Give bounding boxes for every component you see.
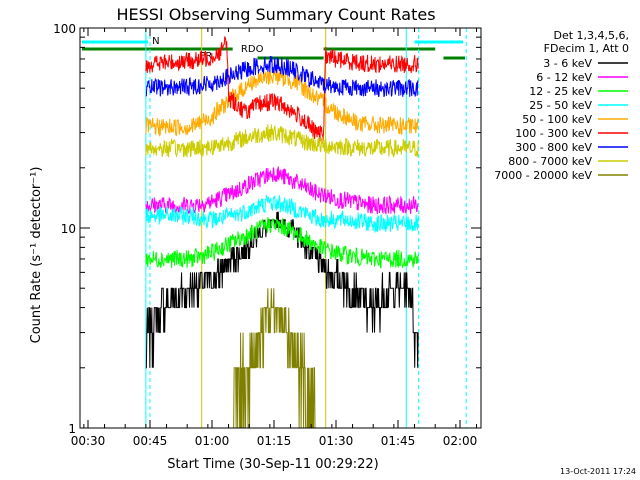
x-tick-label: 01:45: [381, 434, 416, 448]
x-tick-label: 00:30: [71, 434, 106, 448]
x-tick-label: 02:00: [443, 434, 478, 448]
annotation-rdo-label: RDO: [241, 44, 264, 55]
series-line: [145, 36, 419, 143]
series-line: [145, 211, 419, 369]
y-tick-label: 100: [53, 22, 76, 36]
legend-entry-label: 25 - 50 keV: [529, 99, 592, 112]
y-tick-label: 10: [61, 222, 76, 236]
legend-entry-label: 800 - 7000 keV: [508, 155, 592, 168]
x-tick-label: 01:00: [195, 434, 230, 448]
legend-entry-label: 12 - 25 keV: [529, 85, 592, 98]
annotation-night-label: N: [152, 36, 159, 47]
legend-header-line-2: FDecim 1, Att 0: [544, 42, 629, 55]
x-axis-title: Start Time (30-Sep-11 00:29:22): [167, 457, 378, 472]
series-line: [145, 68, 419, 138]
series-line: [145, 193, 419, 233]
axes: 00:30 00:45 01:00 01:15 01:30 01:45 02:00 1 10 10…: [53, 22, 481, 448]
legend-entry-label: 3 - 6 keV: [543, 57, 592, 70]
x-tick-label: 00:45: [133, 434, 168, 448]
legend-entry-label: 300 - 800 keV: [515, 141, 592, 154]
legend-header: Det 1,3,4,5,6, FDecim 1, Att 0: [544, 29, 629, 55]
y-tick-label: 1: [68, 422, 76, 436]
legend-header-line-1: Det 1,3,4,5,6,: [553, 29, 629, 42]
series-line: [232, 288, 316, 428]
footer-timestamp: 13-Oct-2011 17:24: [560, 467, 636, 476]
legend-entry-label: 6 - 12 keV: [536, 71, 592, 84]
y-axis-title: Count Rate (s⁻¹ detector⁻¹): [29, 167, 44, 344]
series-line: [145, 56, 419, 97]
legend-entry-label: 7000 - 20000 keV: [494, 169, 592, 182]
x-tick-label: 01:15: [257, 434, 292, 448]
chart-title: HESSI Observing Summary Count Rates: [116, 5, 435, 24]
legend-entry-label: 100 - 300 keV: [515, 127, 592, 140]
legend-entry-label: 50 - 100 keV: [522, 113, 592, 126]
y-axis-title-group: Count Rate (s⁻¹ detector⁻¹): [29, 167, 44, 344]
series-line: [145, 166, 419, 215]
series-line: [145, 124, 419, 159]
series-line: [145, 216, 419, 269]
x-tick-label: 01:30: [319, 434, 354, 448]
